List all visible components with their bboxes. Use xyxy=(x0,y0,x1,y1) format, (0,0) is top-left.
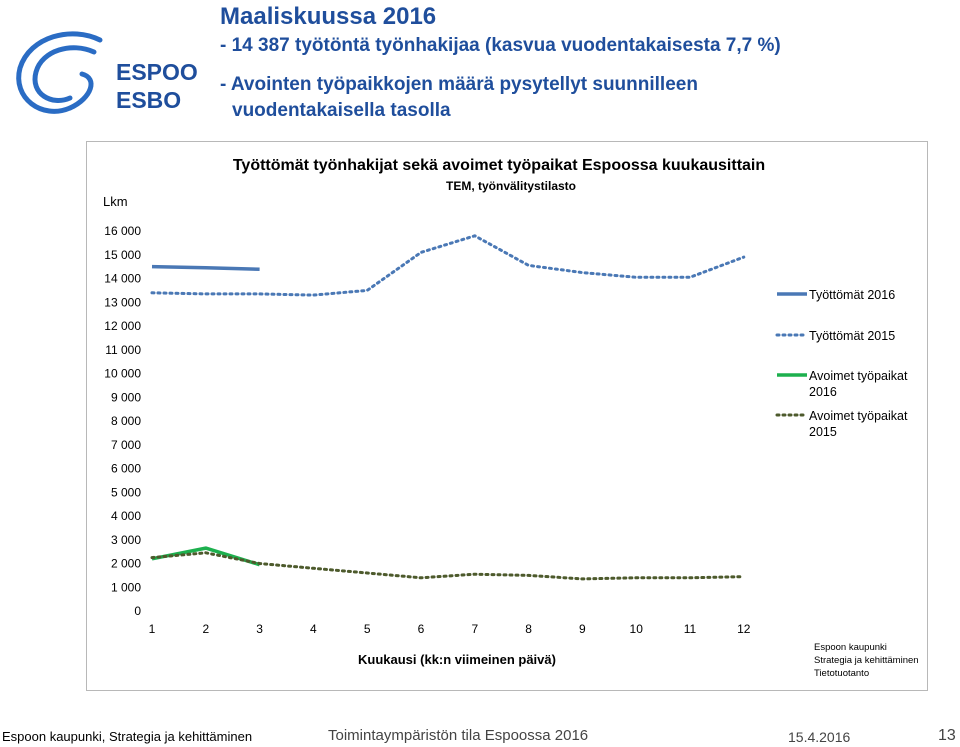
espoo-esbo-logo: ESPOO ESBO xyxy=(16,31,198,114)
source-note-line: Espoon kaupunki xyxy=(814,642,887,653)
legend-label: Avoimet työpaikat xyxy=(809,369,908,383)
y-tick-label: 8 000 xyxy=(111,414,141,428)
x-tick-label: 2 xyxy=(202,622,209,636)
legend-label: Työttömät 2016 xyxy=(809,288,895,302)
y-tick-label: 15 000 xyxy=(104,248,141,262)
y-tick-label: 2 000 xyxy=(111,557,141,571)
series-line-1 xyxy=(151,264,260,272)
chart-title: Työttömät työnhakijat sekä avoimet työpa… xyxy=(233,157,765,174)
y-tick-label: 11 000 xyxy=(105,343,141,357)
logo-esbo: ESBO xyxy=(116,87,181,113)
x-axis-label: Kuukausi (kk:n viimeinen päivä) xyxy=(358,652,556,667)
series-line-2 xyxy=(150,234,746,297)
y-tick-label: 0 xyxy=(134,604,141,618)
x-tick-label: 10 xyxy=(630,622,644,636)
y-tick-label: 3 000 xyxy=(111,533,141,547)
headline-unemployed: - 14 387 työtöntä työnhakijaa (kasvua vu… xyxy=(220,35,781,56)
legend-label: 2015 xyxy=(809,425,837,439)
x-tick-label: 4 xyxy=(310,622,317,636)
x-tick-label: 5 xyxy=(364,622,371,636)
y-tick-label: 1 000 xyxy=(111,580,141,594)
series-line-3 xyxy=(151,546,261,567)
x-tick-label: 1 xyxy=(149,622,156,636)
y-axis-label: Lkm xyxy=(103,194,128,209)
x-tick-label: 3 xyxy=(256,622,263,636)
y-tick-label: 16 000 xyxy=(104,224,141,238)
y-tick-label: 9 000 xyxy=(111,390,141,404)
x-tick-label: 6 xyxy=(418,622,425,636)
source-note-line: Strategia ja kehittäminen xyxy=(814,655,919,666)
y-tick-label: 12 000 xyxy=(104,319,141,333)
page-title: Maaliskuussa 2016 xyxy=(220,3,437,30)
page-number: 13 xyxy=(938,727,956,744)
x-tick-label: 8 xyxy=(525,622,532,636)
logo-swirl-icon xyxy=(16,31,103,114)
series-line-4 xyxy=(150,551,746,581)
line-chart: Työttömät työnhakijat sekä avoimet työpa… xyxy=(103,157,919,679)
y-tick-label: 10 000 xyxy=(104,367,141,381)
x-tick-label: 11 xyxy=(684,622,697,636)
x-tick-label: 9 xyxy=(579,622,586,636)
legend-label: 2016 xyxy=(809,385,837,399)
y-tick-label: 4 000 xyxy=(111,509,141,523)
y-tick-label: 14 000 xyxy=(104,272,141,286)
footer-date: 15.4.2016 xyxy=(788,729,851,745)
footer-doc: Toimintaympäristön tila Espoossa 2016 xyxy=(328,727,589,744)
logo-espoo: ESPOO xyxy=(116,59,198,85)
chart-subtitle: TEM, työnvälitystilasto xyxy=(446,179,576,193)
x-tick-label: 7 xyxy=(471,622,478,636)
source-note-line: Tietotuotanto xyxy=(814,668,869,679)
legend-label: Työttömät 2015 xyxy=(809,329,895,343)
y-tick-label: 7 000 xyxy=(111,438,141,452)
headline-vacancies: - Avointen työpaikkojen määrä pysytellyt… xyxy=(220,74,698,95)
x-tick-label: 12 xyxy=(737,622,751,636)
y-tick-label: 6 000 xyxy=(111,462,141,476)
chart-frame: Työttömät työnhakijat sekä avoimet työpa… xyxy=(86,141,928,691)
y-tick-label: 13 000 xyxy=(104,295,141,309)
y-tick-label: 5 000 xyxy=(111,485,141,499)
footer-org: Espoon kaupunki, Strategia ja kehittämin… xyxy=(2,729,253,744)
legend-label: Avoimet työpaikat xyxy=(809,409,908,423)
headline-vacancies-cont: vuodentakaisella tasolla xyxy=(232,100,451,121)
